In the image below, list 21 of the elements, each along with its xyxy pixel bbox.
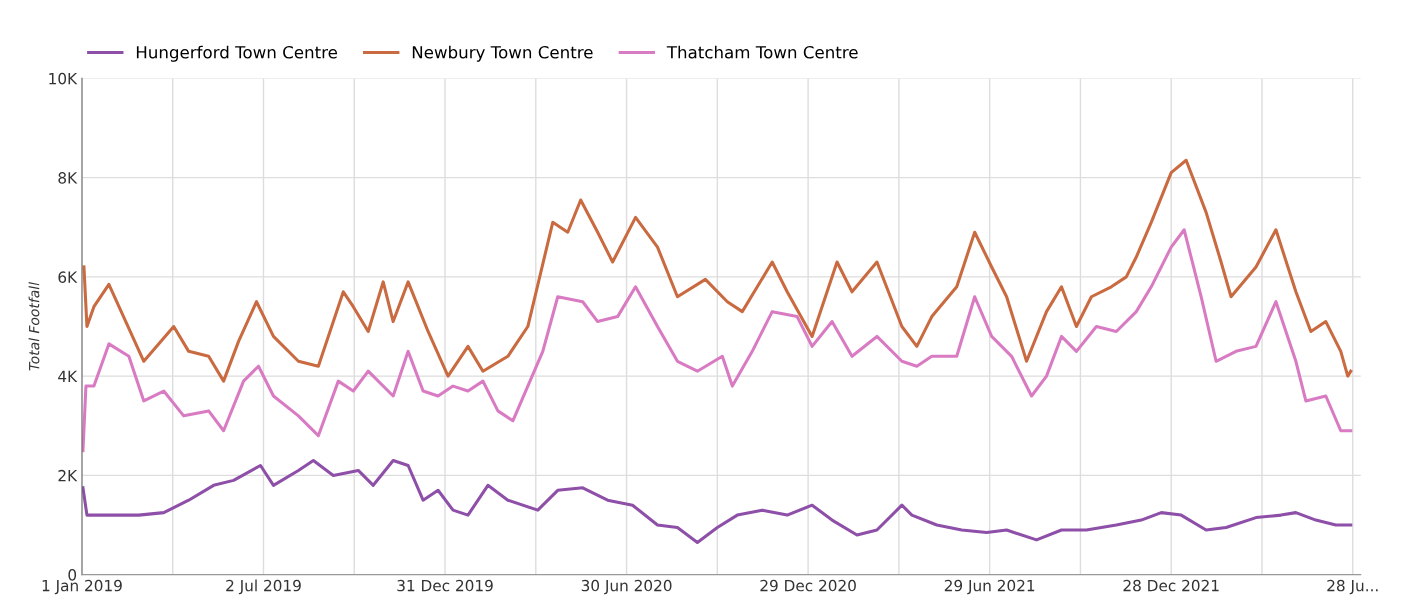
y-tick-label: 0 [68, 569, 77, 581]
line-series [81, 458, 1353, 544]
legend-label: Newbury Town Centre [412, 45, 593, 62]
line-series [81, 228, 1353, 453]
x-tick-label: 28 Dec 2021 [1123, 579, 1219, 592]
y-tick-label: 6K [58, 271, 78, 283]
y-tick-label: 10K [49, 72, 78, 85]
x-tick-label: 28 Ju... [1327, 579, 1378, 595]
y-tick-label: 8K [58, 172, 78, 184]
line-series [82, 158, 1353, 383]
x-tick-label: 29 Jun 2021 [944, 579, 1035, 595]
x-tick-label: 1 Jan 2019 [42, 579, 122, 595]
y-tick-label: 2K [58, 469, 78, 482]
y-axis-title: Total Footfall [28, 282, 40, 371]
x-tick-label: 31 Dec 2019 [397, 579, 493, 592]
legend-label: Thatcham Town Centre [666, 45, 858, 59]
x-tick-label: 30 Jun 2020 [581, 579, 672, 595]
legend-label: Hungerford Town Centre [136, 45, 337, 62]
x-tick-label: 2 Jul 2019 [226, 579, 301, 595]
y-tick-label: 4K [58, 370, 78, 382]
x-tick-label: 29 Dec 2020 [760, 579, 856, 592]
